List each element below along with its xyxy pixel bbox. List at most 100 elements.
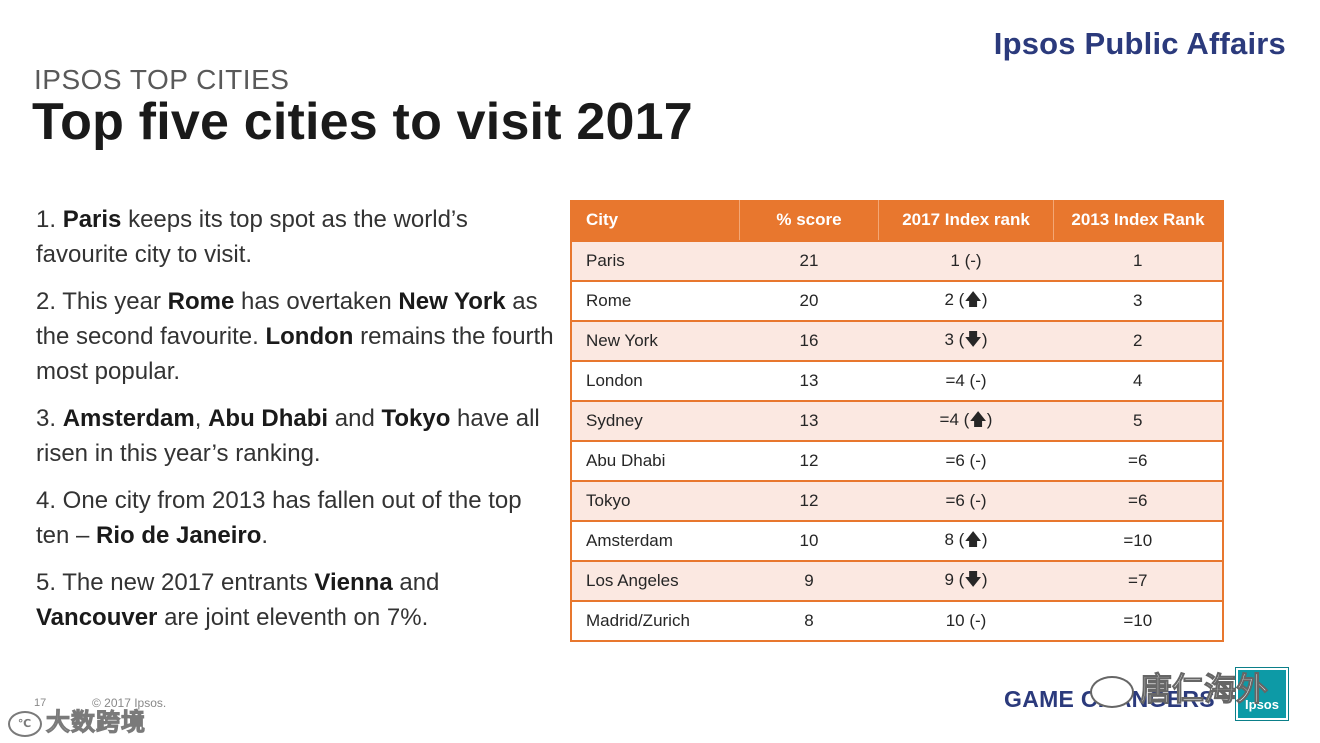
watermark-logo-icon: ℃ xyxy=(8,710,42,737)
key-point-text: are joint eleventh on 7%. xyxy=(157,604,429,631)
key-point-text: remains the fourth most popular. xyxy=(36,323,554,385)
key-point-text: and xyxy=(328,405,382,432)
key-point-5: 5. The new 2017 entrants Vienna and Vanc… xyxy=(36,565,556,635)
cell-score: 20 xyxy=(739,280,879,321)
cell-city: Paris xyxy=(571,240,740,281)
key-point-text: keeps its top spot as the world’s favour… xyxy=(36,206,468,268)
cell-score: 12 xyxy=(739,440,879,481)
cell-score: 13 xyxy=(739,400,879,441)
key-point-text: 2. This year xyxy=(36,288,168,315)
key-point-text: 3. xyxy=(36,405,63,432)
cell-rank-2017: =6 (-) xyxy=(878,480,1054,521)
table-row: New York 16 3 (🡇) 2 xyxy=(571,320,1223,361)
key-point-text: and xyxy=(392,569,440,596)
cell-score: 8 xyxy=(739,600,879,642)
cell-rank-2013: =6 xyxy=(1053,440,1223,481)
watermark-right: 唐仁海外 xyxy=(1090,664,1269,710)
cell-rank-2013: 1 xyxy=(1053,240,1223,281)
cell-rank-2013: 3 xyxy=(1053,280,1223,321)
watermark-left-text: 大数跨境 xyxy=(46,709,146,737)
key-point-text: , xyxy=(194,405,209,432)
copyright-text: © 2017 Ipsos. xyxy=(92,696,167,710)
cell-rank-2013: 4 xyxy=(1053,360,1223,401)
cell-city: London xyxy=(571,360,740,401)
cell-city: Los Angeles xyxy=(571,560,740,601)
wechat-icon xyxy=(1090,675,1134,708)
cell-rank-2013: 5 xyxy=(1053,400,1223,441)
page-number: 17 xyxy=(34,697,47,709)
cell-score: 21 xyxy=(739,240,879,281)
table-row: Paris 21 1 (-) 1 xyxy=(571,240,1223,281)
key-point-highlight: London xyxy=(265,323,354,350)
key-point-text: . xyxy=(261,522,269,549)
key-point-highlight: Vancouver xyxy=(36,604,158,631)
cell-score: 13 xyxy=(739,360,879,401)
table-row: Los Angeles 9 9 (🡇) =7 xyxy=(571,560,1223,601)
col-header-rank-2017: 2017 Index rank xyxy=(878,200,1054,241)
key-point-highlight: New York xyxy=(398,288,506,315)
cell-rank-2017: 3 (🡇) xyxy=(878,320,1054,361)
table-row: Madrid/Zurich 8 10 (-) =10 xyxy=(571,600,1223,642)
cell-city: New York xyxy=(571,320,740,361)
key-point-text: has overtaken xyxy=(234,288,399,315)
key-point-text: 5. The new 2017 entrants xyxy=(36,569,315,596)
cell-rank-2017: 2 (🡅) xyxy=(878,280,1054,321)
key-point-text: have all risen in this year’s ranking. xyxy=(36,405,540,467)
cell-score: 16 xyxy=(739,320,879,361)
col-header-score: % score xyxy=(739,200,879,241)
cell-city: Rome xyxy=(571,280,740,321)
cell-rank-2013: =6 xyxy=(1053,480,1223,521)
key-point-4: 4. One city from 2013 has fallen out of … xyxy=(36,483,556,553)
key-point-highlight: Paris xyxy=(62,206,122,233)
city-ranking-table: City % score 2017 Index rank 2013 Index … xyxy=(570,200,1224,642)
watermark-left: ℃ 大数跨境 xyxy=(8,702,146,737)
col-header-city: City xyxy=(571,200,740,241)
cell-score: 12 xyxy=(739,480,879,521)
table-row: Rome 20 2 (🡅) 3 xyxy=(571,280,1223,321)
key-point-3: 3. Amsterdam, Abu Dhabi and Tokyo have a… xyxy=(36,401,556,471)
cell-rank-2017: 9 (🡇) xyxy=(878,560,1054,601)
cell-rank-2013: =10 xyxy=(1053,520,1223,561)
table-row: Abu Dhabi 12 =6 (-) =6 xyxy=(571,440,1223,481)
col-header-rank-2013: 2013 Index Rank xyxy=(1053,200,1223,241)
table-row: London 13 =4 (-) 4 xyxy=(571,360,1223,401)
key-point-text: as the second favourite. xyxy=(36,288,538,350)
key-point-highlight: Rome xyxy=(167,288,235,315)
cell-rank-2013: 2 xyxy=(1053,320,1223,361)
watermark-right-text: 唐仁海外 xyxy=(1139,671,1269,708)
cell-city: Abu Dhabi xyxy=(571,440,740,481)
key-point-text: 4. One city from 2013 has fallen out of … xyxy=(36,487,522,549)
table-row: Tokyo 12 =6 (-) =6 xyxy=(571,480,1223,521)
cell-city: Amsterdam xyxy=(571,520,740,561)
cell-rank-2017: =4 (🡅) xyxy=(878,400,1054,441)
cell-rank-2017: 10 (-) xyxy=(878,600,1054,642)
key-point-highlight: Amsterdam xyxy=(62,405,195,432)
page-title: Top five cities to visit 2017 xyxy=(32,93,693,151)
ipsos-logo: Ipsos xyxy=(1236,668,1288,720)
key-point-1: 1. Paris keeps its top spot as the world… xyxy=(36,202,556,272)
table-row: Sydney 13 =4 (🡅) 5 xyxy=(571,400,1223,441)
cell-city: Tokyo xyxy=(571,480,740,521)
key-point-highlight: Abu Dhabi xyxy=(208,405,329,432)
key-point-2: 2. This year Rome has overtaken New York… xyxy=(36,284,556,389)
key-point-highlight: Tokyo xyxy=(381,405,451,432)
cell-rank-2017: =4 (-) xyxy=(878,360,1054,401)
key-points-list: 1. Paris keeps its top spot as the world… xyxy=(36,202,556,647)
key-point-highlight: Rio de Janeiro xyxy=(96,522,262,549)
table-header-row: City % score 2017 Index rank 2013 Index … xyxy=(571,200,1223,241)
section-kicker: IPSOS TOP CITIES xyxy=(34,64,290,95)
ipsos-logo-text: Ipsos xyxy=(1245,697,1279,712)
key-point-highlight: Vienna xyxy=(314,569,393,596)
cell-rank-2017: =6 (-) xyxy=(878,440,1054,481)
cell-rank-2017: 1 (-) xyxy=(878,240,1054,281)
brand-title: Ipsos Public Affairs xyxy=(993,26,1286,61)
cell-rank-2013: =7 xyxy=(1053,560,1223,601)
cell-score: 10 xyxy=(739,520,879,561)
cell-rank-2013: =10 xyxy=(1053,600,1223,642)
key-point-text: 1. xyxy=(36,206,63,233)
cell-city: Madrid/Zurich xyxy=(571,600,740,642)
cell-city: Sydney xyxy=(571,400,740,441)
cell-rank-2017: 8 (🡅) xyxy=(878,520,1054,561)
table-row: Amsterdam 10 8 (🡅) =10 xyxy=(571,520,1223,561)
cell-score: 9 xyxy=(739,560,879,601)
